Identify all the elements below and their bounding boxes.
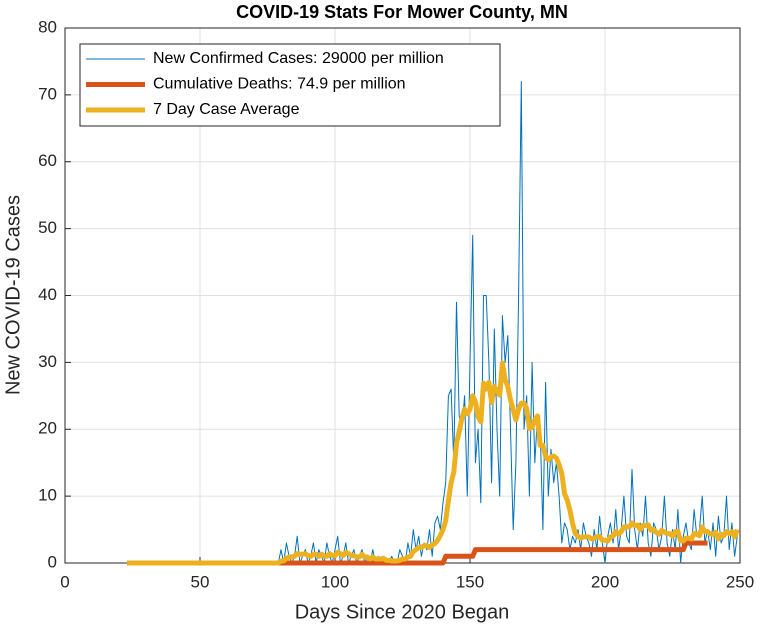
y-tick-label: 20 bbox=[38, 419, 57, 438]
x-axis-label: Days Since 2020 Began bbox=[295, 601, 510, 623]
x-tick-label: 200 bbox=[591, 572, 619, 591]
y-tick-label: 60 bbox=[38, 151, 57, 170]
y-tick-label: 80 bbox=[38, 17, 57, 36]
x-tick-label: 0 bbox=[60, 572, 69, 591]
chart-title: COVID-19 Stats For Mower County, MN bbox=[236, 2, 568, 22]
legend-label: New Confirmed Cases: 29000 per million bbox=[153, 50, 444, 67]
x-tick-label: 150 bbox=[456, 572, 484, 591]
y-tick-label: 40 bbox=[38, 285, 57, 304]
data-line bbox=[127, 81, 738, 564]
y-tick-label: 10 bbox=[38, 486, 57, 505]
y-tick-label: 70 bbox=[38, 84, 57, 103]
y-tick-label: 0 bbox=[48, 552, 57, 571]
x-tick-label: 250 bbox=[726, 572, 754, 591]
legend-box bbox=[79, 43, 501, 127]
legend-label: 7 Day Case Average bbox=[153, 101, 300, 118]
x-tick-label: 50 bbox=[191, 572, 210, 591]
data-line bbox=[127, 360, 740, 566]
x-tick-label: 100 bbox=[321, 572, 349, 591]
legend-label: Cumulative Deaths: 74.9 per million bbox=[153, 76, 406, 93]
y-tick-label: 30 bbox=[38, 352, 57, 371]
y-axis-label: New COVID-19 Cases bbox=[2, 195, 24, 395]
legend: New Confirmed Cases: 29000 per million Cu… bbox=[79, 43, 501, 127]
y-tick-label: 50 bbox=[38, 218, 57, 237]
